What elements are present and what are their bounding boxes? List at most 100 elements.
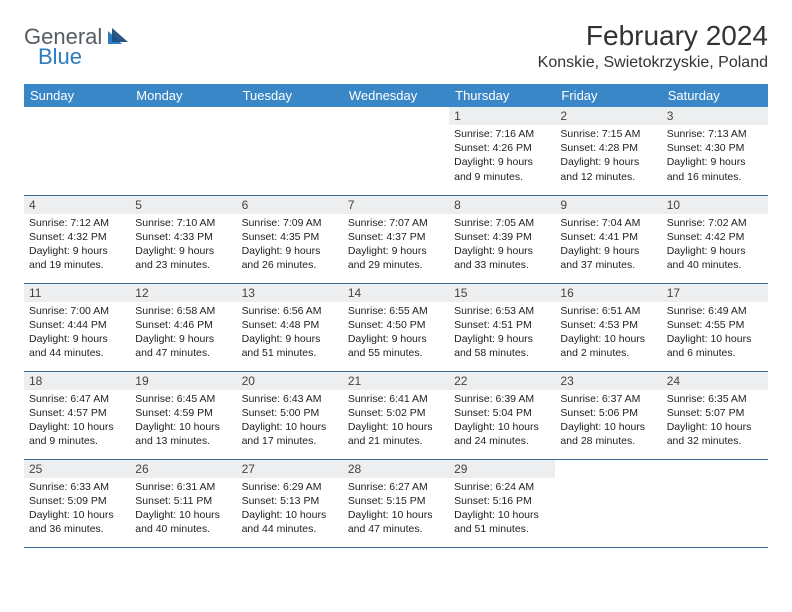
- day-number: 10: [662, 196, 768, 214]
- day-details: Sunrise: 6:41 AMSunset: 5:02 PMDaylight:…: [343, 390, 449, 451]
- weekday-header: Friday: [555, 84, 661, 107]
- calendar-day-cell: 15Sunrise: 6:53 AMSunset: 4:51 PMDayligh…: [449, 283, 555, 371]
- day-number: 5: [130, 196, 236, 214]
- day-details: Sunrise: 6:43 AMSunset: 5:00 PMDaylight:…: [237, 390, 343, 451]
- calendar-day-cell: 5Sunrise: 7:10 AMSunset: 4:33 PMDaylight…: [130, 195, 236, 283]
- day-details: Sunrise: 7:10 AMSunset: 4:33 PMDaylight:…: [130, 214, 236, 275]
- calendar-day-cell: 2Sunrise: 7:15 AMSunset: 4:28 PMDaylight…: [555, 107, 661, 195]
- month-title: February 2024: [538, 20, 768, 52]
- calendar-day-cell: 14Sunrise: 6:55 AMSunset: 4:50 PMDayligh…: [343, 283, 449, 371]
- day-number: 16: [555, 284, 661, 302]
- calendar-day-cell: [662, 459, 768, 547]
- weekday-header-row: SundayMondayTuesdayWednesdayThursdayFrid…: [24, 84, 768, 107]
- calendar-week-row: 4Sunrise: 7:12 AMSunset: 4:32 PMDaylight…: [24, 195, 768, 283]
- day-number: 6: [237, 196, 343, 214]
- day-number: 11: [24, 284, 130, 302]
- day-details: Sunrise: 7:04 AMSunset: 4:41 PMDaylight:…: [555, 214, 661, 275]
- day-number: 14: [343, 284, 449, 302]
- calendar-day-cell: [130, 107, 236, 195]
- day-number: 23: [555, 372, 661, 390]
- calendar-day-cell: 6Sunrise: 7:09 AMSunset: 4:35 PMDaylight…: [237, 195, 343, 283]
- calendar-day-cell: 21Sunrise: 6:41 AMSunset: 5:02 PMDayligh…: [343, 371, 449, 459]
- day-number: 17: [662, 284, 768, 302]
- day-details: Sunrise: 7:07 AMSunset: 4:37 PMDaylight:…: [343, 214, 449, 275]
- weekday-header: Sunday: [24, 84, 130, 107]
- day-details: Sunrise: 6:29 AMSunset: 5:13 PMDaylight:…: [237, 478, 343, 539]
- day-number: 19: [130, 372, 236, 390]
- calendar-day-cell: 7Sunrise: 7:07 AMSunset: 4:37 PMDaylight…: [343, 195, 449, 283]
- day-number: 25: [24, 460, 130, 478]
- calendar-day-cell: 28Sunrise: 6:27 AMSunset: 5:15 PMDayligh…: [343, 459, 449, 547]
- day-number: 7: [343, 196, 449, 214]
- day-details: Sunrise: 7:13 AMSunset: 4:30 PMDaylight:…: [662, 125, 768, 186]
- day-details: Sunrise: 7:16 AMSunset: 4:26 PMDaylight:…: [449, 125, 555, 186]
- day-details: Sunrise: 6:56 AMSunset: 4:48 PMDaylight:…: [237, 302, 343, 363]
- calendar-day-cell: 25Sunrise: 6:33 AMSunset: 5:09 PMDayligh…: [24, 459, 130, 547]
- weekday-header: Saturday: [662, 84, 768, 107]
- day-details: Sunrise: 6:58 AMSunset: 4:46 PMDaylight:…: [130, 302, 236, 363]
- day-details: Sunrise: 6:24 AMSunset: 5:16 PMDaylight:…: [449, 478, 555, 539]
- calendar-day-cell: [24, 107, 130, 195]
- day-number: 12: [130, 284, 236, 302]
- logo-triangle-icon: [108, 31, 130, 48]
- calendar-week-row: 1Sunrise: 7:16 AMSunset: 4:26 PMDaylight…: [24, 107, 768, 195]
- weekday-header: Tuesday: [237, 84, 343, 107]
- calendar-day-cell: 18Sunrise: 6:47 AMSunset: 4:57 PMDayligh…: [24, 371, 130, 459]
- logo: General Blue: [24, 24, 130, 70]
- day-details: Sunrise: 6:33 AMSunset: 5:09 PMDaylight:…: [24, 478, 130, 539]
- calendar-week-row: 25Sunrise: 6:33 AMSunset: 5:09 PMDayligh…: [24, 459, 768, 547]
- day-details: Sunrise: 7:02 AMSunset: 4:42 PMDaylight:…: [662, 214, 768, 275]
- calendar-page: General Blue February 2024 Konskie, Swie…: [0, 0, 792, 568]
- calendar-day-cell: 13Sunrise: 6:56 AMSunset: 4:48 PMDayligh…: [237, 283, 343, 371]
- calendar-day-cell: 8Sunrise: 7:05 AMSunset: 4:39 PMDaylight…: [449, 195, 555, 283]
- calendar-body: 1Sunrise: 7:16 AMSunset: 4:26 PMDaylight…: [24, 107, 768, 547]
- calendar-day-cell: 4Sunrise: 7:12 AMSunset: 4:32 PMDaylight…: [24, 195, 130, 283]
- day-details: Sunrise: 6:45 AMSunset: 4:59 PMDaylight:…: [130, 390, 236, 451]
- day-details: Sunrise: 6:35 AMSunset: 5:07 PMDaylight:…: [662, 390, 768, 451]
- day-number: 9: [555, 196, 661, 214]
- calendar-table: SundayMondayTuesdayWednesdayThursdayFrid…: [24, 84, 768, 548]
- day-number: 3: [662, 107, 768, 125]
- day-details: Sunrise: 7:15 AMSunset: 4:28 PMDaylight:…: [555, 125, 661, 186]
- calendar-day-cell: 24Sunrise: 6:35 AMSunset: 5:07 PMDayligh…: [662, 371, 768, 459]
- calendar-day-cell: 26Sunrise: 6:31 AMSunset: 5:11 PMDayligh…: [130, 459, 236, 547]
- calendar-day-cell: 22Sunrise: 6:39 AMSunset: 5:04 PMDayligh…: [449, 371, 555, 459]
- day-details: Sunrise: 6:39 AMSunset: 5:04 PMDaylight:…: [449, 390, 555, 451]
- day-number: 15: [449, 284, 555, 302]
- calendar-day-cell: [343, 107, 449, 195]
- title-block: February 2024 Konskie, Swietokrzyskie, P…: [538, 20, 768, 72]
- day-number: 22: [449, 372, 555, 390]
- day-details: Sunrise: 6:55 AMSunset: 4:50 PMDaylight:…: [343, 302, 449, 363]
- weekday-header: Thursday: [449, 84, 555, 107]
- calendar-day-cell: 16Sunrise: 6:51 AMSunset: 4:53 PMDayligh…: [555, 283, 661, 371]
- day-details: Sunrise: 6:31 AMSunset: 5:11 PMDaylight:…: [130, 478, 236, 539]
- calendar-day-cell: 1Sunrise: 7:16 AMSunset: 4:26 PMDaylight…: [449, 107, 555, 195]
- location-text: Konskie, Swietokrzyskie, Poland: [538, 54, 768, 72]
- day-number: 8: [449, 196, 555, 214]
- calendar-day-cell: [237, 107, 343, 195]
- weekday-header: Wednesday: [343, 84, 449, 107]
- day-details: Sunrise: 6:53 AMSunset: 4:51 PMDaylight:…: [449, 302, 555, 363]
- weekday-header: Monday: [130, 84, 236, 107]
- calendar-day-cell: 19Sunrise: 6:45 AMSunset: 4:59 PMDayligh…: [130, 371, 236, 459]
- calendar-day-cell: 27Sunrise: 6:29 AMSunset: 5:13 PMDayligh…: [237, 459, 343, 547]
- day-number: 29: [449, 460, 555, 478]
- day-details: Sunrise: 6:51 AMSunset: 4:53 PMDaylight:…: [555, 302, 661, 363]
- page-header: General Blue February 2024 Konskie, Swie…: [24, 20, 768, 72]
- calendar-day-cell: 12Sunrise: 6:58 AMSunset: 4:46 PMDayligh…: [130, 283, 236, 371]
- day-number: 27: [237, 460, 343, 478]
- calendar-day-cell: 23Sunrise: 6:37 AMSunset: 5:06 PMDayligh…: [555, 371, 661, 459]
- day-details: Sunrise: 6:49 AMSunset: 4:55 PMDaylight:…: [662, 302, 768, 363]
- day-number: 1: [449, 107, 555, 125]
- day-number: 20: [237, 372, 343, 390]
- calendar-day-cell: 17Sunrise: 6:49 AMSunset: 4:55 PMDayligh…: [662, 283, 768, 371]
- calendar-day-cell: 11Sunrise: 7:00 AMSunset: 4:44 PMDayligh…: [24, 283, 130, 371]
- day-details: Sunrise: 7:09 AMSunset: 4:35 PMDaylight:…: [237, 214, 343, 275]
- day-details: Sunrise: 6:47 AMSunset: 4:57 PMDaylight:…: [24, 390, 130, 451]
- calendar-day-cell: 20Sunrise: 6:43 AMSunset: 5:00 PMDayligh…: [237, 371, 343, 459]
- day-number: 2: [555, 107, 661, 125]
- calendar-day-cell: 29Sunrise: 6:24 AMSunset: 5:16 PMDayligh…: [449, 459, 555, 547]
- calendar-day-cell: [555, 459, 661, 547]
- day-number: 4: [24, 196, 130, 214]
- day-details: Sunrise: 7:12 AMSunset: 4:32 PMDaylight:…: [24, 214, 130, 275]
